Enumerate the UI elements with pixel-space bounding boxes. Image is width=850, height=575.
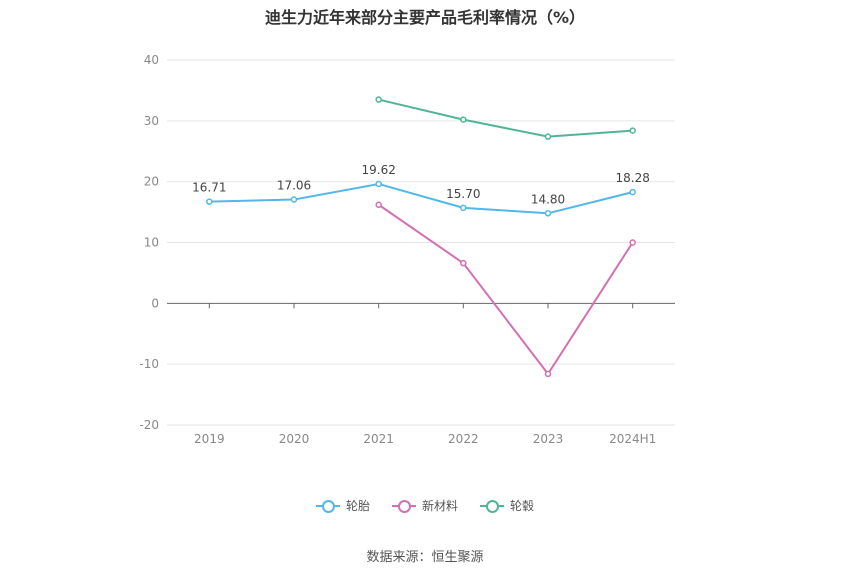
data-label: 16.71 [192, 181, 226, 195]
x-tick-label: 2020 [279, 432, 310, 446]
data-label: 14.80 [531, 192, 565, 206]
data-label: 17.06 [277, 179, 311, 193]
data-source: 数据来源：恒生聚源 [366, 550, 484, 565]
y-tick-label: -20 [139, 418, 159, 432]
line-chart: 40 30 20 10 0 -10 -20 2019 2020 2021 2022 2023 2024H… [139, 53, 675, 446]
data-point [460, 204, 467, 212]
y-tick-label: 40 [144, 53, 159, 67]
legend-swatch-wheel-hub [480, 499, 504, 513]
data-point [460, 116, 467, 123]
x-tick-label: 2021 [363, 432, 394, 446]
data-point [544, 133, 552, 140]
data-labels: 16.71 17.06 19.62 15.70 14.80 18.28 [192, 163, 650, 206]
legend-label-tire: 轮胎 [345, 499, 370, 513]
data-point [629, 239, 636, 246]
y-tick-label: 10 [144, 236, 159, 250]
data-point [375, 96, 382, 103]
legend-label-new-material: 新材料 [421, 499, 458, 513]
data-point [544, 370, 552, 378]
data-point [290, 196, 298, 203]
series-lines [206, 96, 636, 378]
data-point [460, 259, 467, 267]
data-label: 18.28 [615, 171, 649, 185]
chart-title: 迪生力近年来部分主要产品毛利率情况（%） [264, 8, 586, 27]
y-tick-label: -10 [139, 357, 159, 371]
series-line-1 [378, 203, 634, 376]
legend-item-tire[interactable]: 轮胎 [315, 497, 370, 514]
data-label: 19.62 [361, 163, 395, 177]
data-point [375, 180, 382, 188]
data-point [629, 127, 636, 134]
y-tick-label: 0 [151, 296, 159, 310]
data-point [544, 210, 552, 217]
legend-item-new-material[interactable]: 新材料 [391, 497, 458, 514]
y-tick-label: 30 [144, 114, 159, 128]
x-tick-label: 2023 [533, 432, 564, 446]
axes: 40 30 20 10 0 -10 -20 2019 2020 2021 2022 2023 2024H… [139, 53, 656, 446]
series-line-0 [209, 182, 633, 215]
x-tick-label: 2019 [194, 432, 225, 446]
data-label: 15.70 [446, 187, 480, 201]
data-point [375, 201, 382, 209]
data-point [629, 188, 636, 196]
y-tick-label: 20 [144, 175, 159, 189]
x-tick-label: 2024H1 [609, 432, 656, 446]
legend-swatch-tire [315, 499, 340, 513]
grid-lines [167, 59, 675, 426]
legend: 轮胎 新材料 轮毂 [0, 497, 850, 514]
legend-item-wheel-hub[interactable]: 轮毂 [480, 497, 534, 514]
data-point [206, 198, 213, 205]
x-tick-label: 2022 [448, 432, 479, 446]
legend-swatch-new-material [391, 499, 416, 513]
legend-label-wheel-hub: 轮毂 [510, 499, 535, 513]
series-line-2 [378, 98, 633, 138]
